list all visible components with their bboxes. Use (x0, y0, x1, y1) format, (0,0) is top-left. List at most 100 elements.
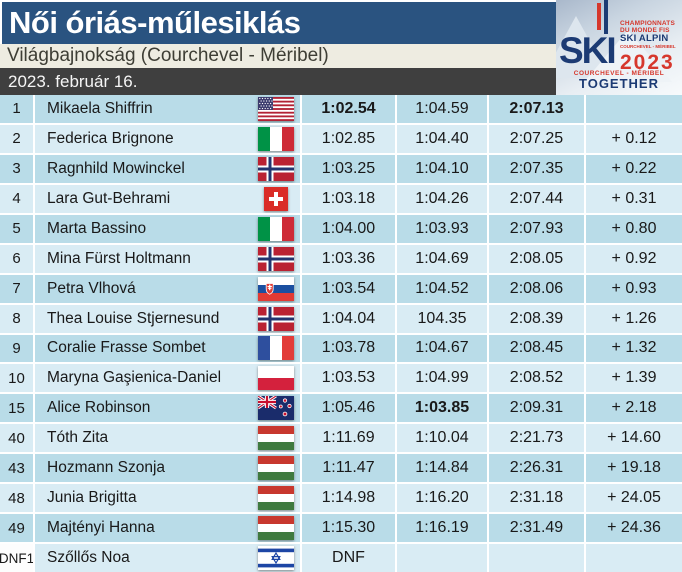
logo-ski-alpin: SKI ALPIN (620, 33, 669, 45)
total-time-cell: 2:26.31 (489, 454, 584, 483)
rank-cell: 2 (0, 124, 33, 153)
run2-time-cell (397, 544, 487, 572)
total-time-cell: 2:07.25 (489, 124, 584, 153)
gap-cell: + 19.18 (586, 454, 682, 483)
racer-name: Ragnhild Mowinckel (47, 159, 185, 177)
gap-cell: + 1.26 (586, 304, 682, 333)
rank-cell: 4 (0, 184, 33, 213)
run2-time-cell: 1:03.85 (397, 394, 487, 423)
rank-cell: 5 (0, 214, 33, 243)
run1-time-cell: 1:03.54 (302, 274, 395, 303)
gap-cell: + 1.32 (586, 334, 682, 363)
run1-time-cell: 1:03.36 (302, 244, 395, 273)
gap-cell: + 14.60 (586, 424, 682, 453)
gap-cell: + 2.18 (586, 394, 682, 423)
racer-name: Thea Louise Stjernesund (47, 309, 220, 327)
gap-cell: + 0.92 (586, 244, 682, 273)
run2-time-cell: 1:04.67 (397, 334, 487, 363)
total-time-cell (489, 544, 584, 572)
hu-flag-icon (257, 456, 295, 481)
event-subtitle: Világbajnokság (Courchevel - Méribel) (0, 44, 556, 68)
run1-time-cell: 1:03.18 (302, 184, 395, 213)
name-cell: Ragnhild Mowinckel (35, 154, 300, 183)
gap-cell: + 1.39 (586, 364, 682, 393)
racer-name: Federica Brignone (47, 129, 174, 147)
it-flag-icon (257, 126, 295, 151)
rank-cell: 3 (0, 154, 33, 183)
rank-cell: 6 (0, 244, 33, 273)
rank-cell: 8 (0, 304, 33, 333)
run1-time-cell: 1:14.98 (302, 484, 395, 513)
total-time-cell: 2:31.18 (489, 484, 584, 513)
no-flag-icon (257, 156, 295, 181)
gap-cell: + 24.05 (586, 484, 682, 513)
run1-time-cell: 1:04.00 (302, 214, 395, 243)
total-time-cell: 2:08.06 (489, 274, 584, 303)
header: Női óriás-műlesiklás Világbajnokság (Cou… (0, 0, 682, 95)
page-title: Női óriás-műlesiklás (2, 2, 556, 44)
racer-name: Hozmann Szonja (47, 459, 166, 477)
gap-cell: + 0.12 (586, 124, 682, 153)
total-time-cell: 2:08.05 (489, 244, 584, 273)
run1-time-cell: 1:02.54 (302, 95, 395, 123)
gap-cell (586, 544, 682, 572)
run1-time-cell: 1:02.85 (302, 124, 395, 153)
racer-name: Tóth Zita (47, 429, 109, 447)
mountain-graphic (584, 30, 672, 82)
total-time-cell: 2:07.13 (489, 95, 584, 123)
total-time-cell: 2:08.39 (489, 304, 584, 333)
rank-cell: 7 (0, 274, 33, 303)
racer-name: Coralie Frasse Sombet (47, 339, 206, 357)
total-time-cell: 2:08.45 (489, 334, 584, 363)
run2-time-cell: 1:04.59 (397, 95, 487, 123)
red-stripe-icon (597, 3, 601, 30)
rank-cell: 15 (0, 394, 33, 423)
total-time-cell: 2:31.49 (489, 514, 584, 543)
run1-time-cell: 1:05.46 (302, 394, 395, 423)
run2-time-cell: 1:04.26 (397, 184, 487, 213)
name-cell: Marta Bassino (35, 214, 300, 243)
logo-together: TOGETHER (579, 76, 659, 92)
name-cell: Lara Gut-Behrami (35, 184, 300, 213)
ch-flag-icon (257, 186, 295, 211)
event-date: 2023. február 16. (0, 68, 556, 95)
racer-name: Mikaela Shiffrin (47, 99, 153, 117)
hu-flag-icon (257, 426, 295, 451)
run2-time-cell: 1:03.93 (397, 214, 487, 243)
us-flag-icon (257, 96, 295, 121)
run2-time-cell: 1:04.10 (397, 154, 487, 183)
run2-time-cell: 1:14.84 (397, 454, 487, 483)
run1-time-cell: DNF (302, 544, 395, 572)
rank-cell: 40 (0, 424, 33, 453)
name-cell: Mina Fürst Holtmann (35, 244, 300, 273)
name-cell: Federica Brignone (35, 124, 300, 153)
rank-cell: 49 (0, 514, 33, 543)
hu-flag-icon (257, 486, 295, 511)
run1-time-cell: 1:04.04 (302, 304, 395, 333)
gap-cell: + 0.80 (586, 214, 682, 243)
name-cell: Mikaela Shiffrin (35, 95, 300, 123)
name-cell: Majtényi Hanna (35, 514, 300, 543)
gap-cell: + 24.36 (586, 514, 682, 543)
logo-bottom-block: COURCHEVEL - MÉRIBEL TOGETHER (556, 70, 682, 92)
no-flag-icon (257, 306, 295, 331)
run2-time-cell: 1:16.19 (397, 514, 487, 543)
fr-flag-icon (257, 336, 295, 361)
ski-logo-text: SKI (559, 30, 617, 71)
logo-year: 2023 (620, 50, 675, 74)
results-table: 1 Mikaela Shiffrin 1:02.54 1:04.59 2:07.13 2 F… (0, 95, 682, 572)
name-cell: Maryna Gaşienica-Daniel (35, 364, 300, 393)
name-cell: Petra Vlhová (35, 274, 300, 303)
name-cell: Junia Brigitta (35, 484, 300, 513)
logo-text-block: CHAMPIONNATS DU MONDE FIS SKI ALPIN COUR… (620, 20, 680, 74)
hu-flag-icon (257, 516, 295, 541)
run2-time-cell: 104.35 (397, 304, 487, 333)
no-flag-icon (257, 246, 295, 271)
logo-championnats: CHAMPIONNATS (620, 20, 675, 27)
racer-name: Lara Gut-Behrami (47, 189, 171, 207)
rank-cell: 10 (0, 364, 33, 393)
rank-cell: DNF1 (0, 544, 33, 572)
run1-time-cell: 1:11.69 (302, 424, 395, 453)
total-time-cell: 2:09.31 (489, 394, 584, 423)
